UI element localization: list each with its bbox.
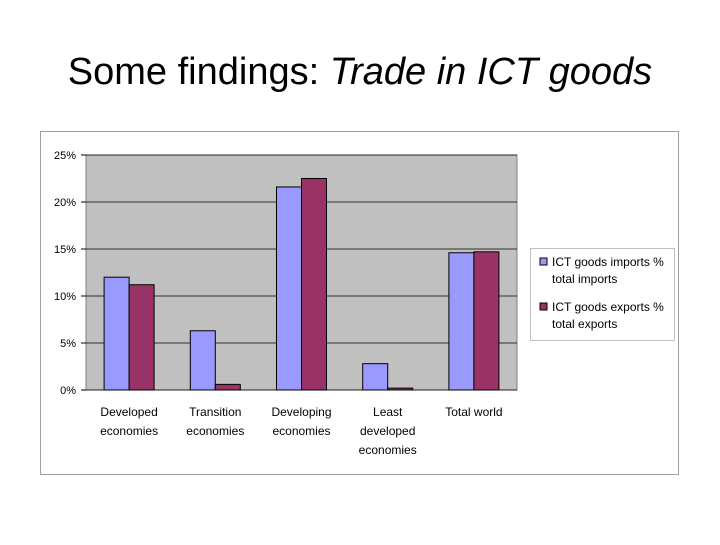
bar: [362, 363, 389, 391]
y-tick-label: 15%: [54, 244, 76, 256]
x-tick-label: Least developed economies: [359, 405, 417, 457]
title-italic: Trade in ICT goods: [330, 51, 652, 93]
y-tick-label: 5%: [60, 338, 76, 350]
bar: [214, 383, 241, 391]
x-tick-label: Developing economies: [271, 405, 331, 438]
bar: [473, 251, 500, 391]
y-tick-label: 10%: [54, 291, 76, 303]
x-tick-label: Transition economies: [186, 405, 244, 438]
bar: [448, 252, 475, 391]
y-tick-label: 20%: [54, 197, 76, 209]
legend-label: ICT goods exports % total exports: [552, 300, 664, 331]
bar: [387, 387, 414, 391]
bar: [128, 284, 155, 391]
y-tick-label: 0%: [60, 385, 76, 397]
slide-title: Some findings: Trade in ICT goods: [68, 51, 652, 93]
y-tick-label: 25%: [54, 150, 76, 162]
bar: [276, 186, 302, 391]
legend-swatch: [539, 257, 548, 266]
x-tick-label: Developed economies: [100, 405, 158, 438]
legend-swatch: [539, 302, 548, 311]
bar: [103, 276, 130, 391]
bar: [301, 178, 327, 391]
title-plain: Some findings:: [68, 51, 319, 93]
legend-label: ICT goods imports % total imports: [552, 255, 664, 286]
bar: [189, 330, 216, 391]
x-tick-label: Total world: [445, 405, 502, 419]
legend: [530, 248, 675, 341]
